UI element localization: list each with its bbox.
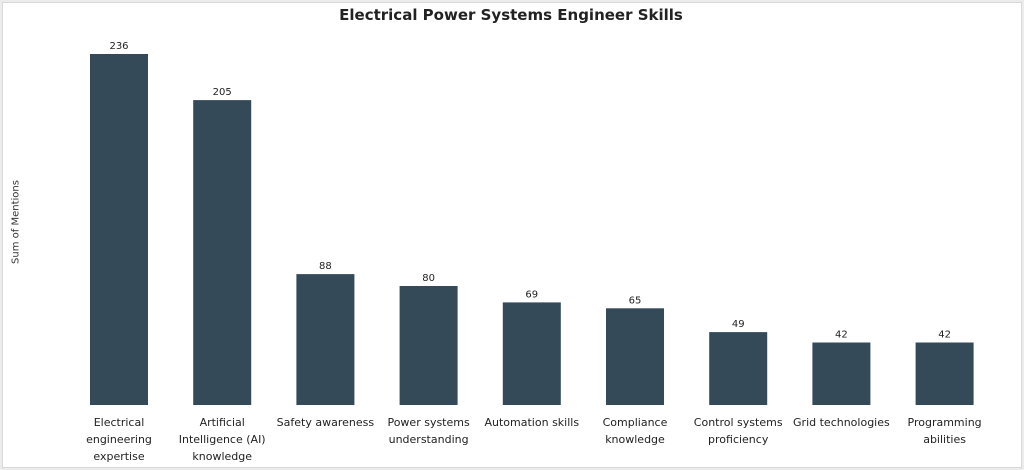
bar[interactable] [606, 308, 664, 405]
bar[interactable] [296, 274, 355, 405]
bar-value-label: 80 [422, 273, 435, 284]
bar[interactable] [812, 342, 871, 406]
category-label: Programming abilities [907, 416, 982, 446]
bar[interactable] [193, 100, 252, 405]
bar[interactable] [90, 54, 148, 405]
bar[interactable] [399, 286, 458, 405]
bar-value-label: 236 [109, 41, 128, 52]
bar[interactable] [915, 342, 974, 406]
category-label: Grid technologies [793, 416, 890, 429]
category-label: Power systems understanding [387, 416, 470, 446]
bar-value-label: 69 [525, 289, 538, 300]
category-label: Automation skills [484, 416, 580, 429]
category-label: Artificial Intelligence (AI) knowledge [178, 416, 266, 463]
category-label: Safety awareness [276, 416, 375, 429]
category-label: Control systems proficiency [693, 416, 783, 446]
bar-value-label: 65 [629, 295, 642, 306]
bar[interactable] [502, 302, 561, 405]
category-label: Electrical engineering expertise [86, 416, 152, 463]
bar-value-label: 49 [732, 319, 745, 330]
bar[interactable] [709, 332, 768, 405]
bar-value-label: 42 [835, 330, 848, 341]
category-label: Compliance knowledge [602, 416, 668, 446]
bar-value-label: 88 [319, 261, 332, 272]
bar-value-label: 42 [938, 330, 951, 341]
bar-value-label: 205 [213, 87, 232, 98]
chart-title: Electrical Power Systems Engineer Skills [339, 6, 683, 24]
